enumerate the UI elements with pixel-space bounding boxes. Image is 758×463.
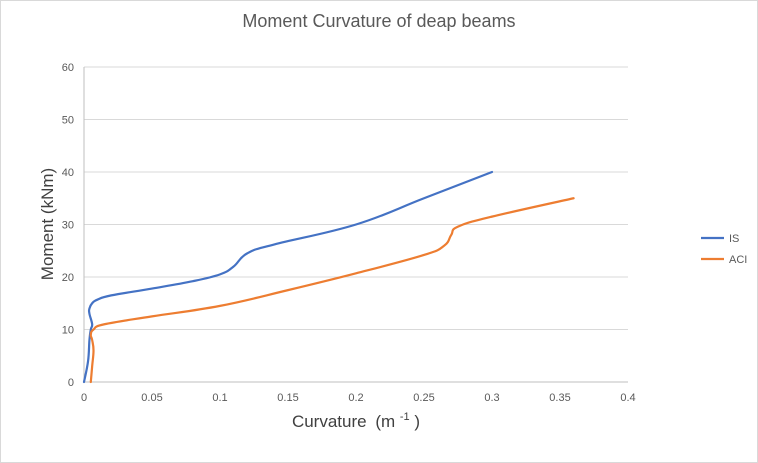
y-tick-label: 20 bbox=[62, 272, 74, 284]
x-tick-label: 0.35 bbox=[549, 392, 570, 404]
x-axis-label: Curvature (m -1 ) bbox=[292, 405, 420, 431]
x-axis: 0 0.05 0.1 0.15 0.2 0.25 0.3 0.35 0.4 bbox=[81, 392, 636, 404]
legend-label-aci: ACI bbox=[729, 254, 747, 266]
x-tick-label: 0.4 bbox=[620, 392, 635, 404]
x-tick-label: 0 bbox=[81, 392, 87, 404]
y-tick-label: 60 bbox=[62, 62, 74, 74]
y-axis: 0 10 20 30 40 50 60 bbox=[62, 62, 74, 389]
series-lines bbox=[82, 170, 575, 384]
y-tick-label: 40 bbox=[62, 167, 74, 179]
y-axis-label: Moment (kNm) bbox=[38, 168, 57, 280]
x-axis-label-superscript: -1 bbox=[400, 411, 410, 423]
x-tick-label: 0.2 bbox=[348, 392, 363, 404]
series-line-aci bbox=[89, 197, 575, 384]
grid-lines bbox=[83, 66, 628, 383]
x-axis-label-unit: (m bbox=[375, 412, 395, 431]
x-tick-label: 0.1 bbox=[212, 392, 227, 404]
x-axis-label-text: Curvature bbox=[292, 412, 367, 431]
legend-label-is: IS bbox=[729, 233, 739, 245]
x-tick-label: 0.25 bbox=[413, 392, 434, 404]
chart-title: Moment Curvature of deap beams bbox=[242, 11, 515, 31]
y-tick-label: 50 bbox=[62, 115, 74, 127]
series-line-is bbox=[82, 170, 494, 384]
y-tick-label: 30 bbox=[62, 220, 74, 232]
y-tick-label: 10 bbox=[62, 325, 74, 337]
x-axis-label-close: ) bbox=[414, 412, 420, 431]
x-tick-label: 0.15 bbox=[277, 392, 298, 404]
x-tick-label: 0.3 bbox=[484, 392, 499, 404]
x-tick-label: 0.05 bbox=[141, 392, 162, 404]
legend: IS ACI bbox=[701, 233, 747, 266]
y-tick-label: 0 bbox=[68, 377, 74, 389]
